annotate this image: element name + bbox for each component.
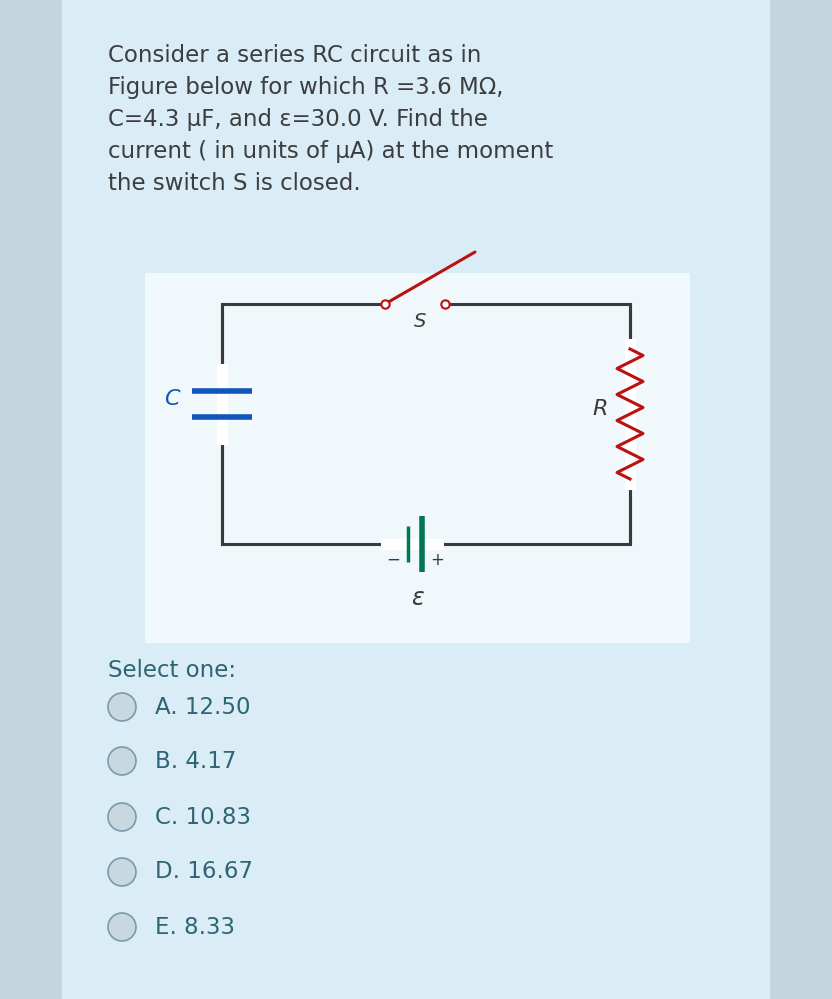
Bar [62,0,770,999]
Text: D. 16.67: D. 16.67 [155,860,253,883]
Circle shape [108,693,136,721]
Bar [145,273,690,643]
Text: R: R [592,399,608,419]
Text: B. 4.17: B. 4.17 [155,749,236,772]
Text: Consider a series RC circuit as in
Figure below for which R =3.6 MΩ,
C=4.3 μF, a: Consider a series RC circuit as in Figur… [108,44,553,195]
Text: E. 8.33: E. 8.33 [155,915,235,938]
Text: C. 10.83: C. 10.83 [155,805,251,828]
Text: Select one:: Select one: [108,659,236,682]
Bar [770,0,832,999]
Text: ε: ε [411,586,423,610]
Text: −: − [386,551,400,569]
Text: +: + [430,551,444,569]
Circle shape [108,747,136,775]
Circle shape [108,913,136,941]
Bar [0,0,62,999]
Text: A. 12.50: A. 12.50 [155,695,250,718]
Circle shape [108,803,136,831]
Circle shape [108,858,136,886]
Text: S: S [414,312,426,331]
Text: C: C [165,389,180,409]
